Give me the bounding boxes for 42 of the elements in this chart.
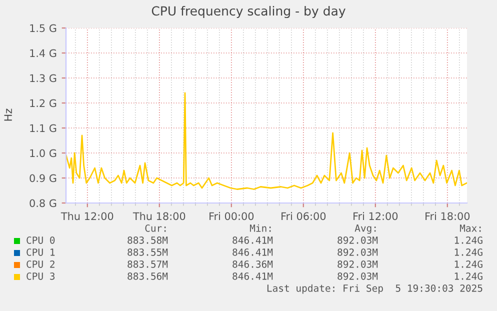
y-tick-label: 1.4 G [30, 49, 56, 58]
text: 1.24G [454, 248, 482, 256]
chart-title: CPU frequency scaling - by day [152, 6, 346, 18]
x-tick-label: Fri 12:00 [354, 212, 398, 220]
text: 846.41M [232, 248, 273, 256]
y-tick-label: 0.8 G [30, 199, 56, 208]
text: 846.36M [232, 260, 273, 268]
text: 883.55M [128, 248, 168, 256]
x-tick-label: Thu 12:00 [60, 212, 114, 220]
y-tick-label: 1.3 G [30, 74, 56, 82]
text: 883.57M [128, 260, 168, 268]
text: Max: [460, 224, 481, 232]
text: 1.24G [454, 272, 482, 280]
legend-label: CPU 3 [26, 272, 55, 280]
text: Last update: Fri Sep 5 19:30:03 2025 [267, 284, 482, 294]
text: 846.41M [232, 236, 273, 244]
text: Min: [250, 224, 271, 232]
text: 883.58M [128, 236, 168, 244]
y-tick-label: 1.1 G [30, 124, 56, 132]
y-tick-label: 1.2 G [30, 99, 56, 108]
text: 1.24G [454, 236, 482, 244]
text: 1.24G [454, 260, 482, 268]
text: 892.03M [338, 272, 378, 280]
text: Avg: [354, 224, 376, 234]
x-tick-label: Thu 18:00 [132, 212, 186, 220]
x-tick-label: Fri 18:00 [426, 212, 470, 220]
y-tick-label: 0.9 G [30, 174, 56, 182]
text: 892.03M [338, 236, 378, 244]
line-series [66, 92, 467, 190]
y-tick-label: 1.0 G [30, 149, 56, 158]
y-axis-title: Hz [4, 108, 12, 121]
text: 892.03M [338, 248, 378, 256]
x-tick-label: Fri 00:00 [210, 212, 254, 220]
text: 892.03M [338, 260, 378, 268]
legend-label: CPU 0 [26, 236, 55, 244]
legend-label: CPU 2 [26, 260, 54, 268]
text: 846.41M [232, 272, 273, 280]
text: 883.56M [128, 272, 168, 280]
legend-label: CPU 1 [26, 248, 55, 256]
text: Cur: [145, 224, 166, 232]
x-tick-label: Fri 06:00 [282, 212, 326, 220]
y-tick-label: 1.5 G [30, 24, 56, 32]
